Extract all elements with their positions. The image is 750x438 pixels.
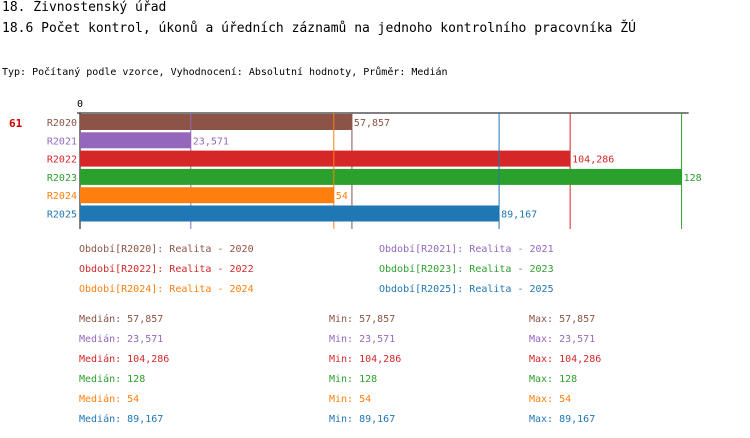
legend-item: Období[R2021]: Realita - 2021 xyxy=(379,244,554,255)
legend-item: Období[R2025]: Realita - 2025 xyxy=(379,284,554,295)
stat-min: Min: 57,857 xyxy=(329,314,396,325)
stat-max: Max: 23,571 xyxy=(529,334,596,345)
stat-max: Max: 104,286 xyxy=(529,354,602,365)
stat-min: Min: 89,167 xyxy=(329,414,396,425)
chart-description: Typ: Počítaný podle vzorce, Vyhodnocení:… xyxy=(2,67,448,78)
legend-item: Období[R2022]: Realita - 2022 xyxy=(79,264,254,275)
category-label: R2025 xyxy=(47,210,77,221)
stat-median: Medián: 57,857 xyxy=(79,314,164,325)
stat-max: Max: 57,857 xyxy=(529,314,596,325)
bar xyxy=(80,168,682,185)
page-title: 18. Živnostenský úřad xyxy=(2,0,167,15)
stat-max: Max: 128 xyxy=(529,374,578,385)
stat-max: Max: 54 xyxy=(529,394,572,405)
category-label: R2023 xyxy=(47,173,77,184)
category-label: R2022 xyxy=(47,155,77,166)
stat-min: Min: 104,286 xyxy=(329,354,402,365)
stat-median: Medián: 128 xyxy=(79,374,146,385)
data-label: 89,167 xyxy=(501,210,537,221)
x-tick-label: 0 xyxy=(77,99,83,110)
stat-median: Medián: 89,167 xyxy=(79,414,164,425)
data-label: 23,571 xyxy=(193,136,229,147)
bar xyxy=(80,114,352,130)
bar xyxy=(80,132,191,149)
stat-min: Min: 54 xyxy=(329,394,372,405)
stat-median: Medián: 54 xyxy=(79,394,140,405)
category-label: R2021 xyxy=(47,136,77,147)
stat-min: Min: 128 xyxy=(329,374,378,385)
stat-median: Medián: 104,286 xyxy=(79,354,170,365)
data-label: 104,286 xyxy=(572,155,614,166)
data-label: 57,857 xyxy=(354,118,390,129)
legend-item: Období[R2023]: Realita - 2023 xyxy=(379,264,554,275)
bar xyxy=(80,187,334,204)
legend-item: Období[R2024]: Realita - 2024 xyxy=(79,284,254,295)
stat-median: Medián: 23,571 xyxy=(79,334,164,345)
chart-title: 18.6 Počet kontrol, úkonů a úředních záz… xyxy=(2,21,636,36)
legend-item: Období[R2020]: Realita - 2020 xyxy=(79,244,254,255)
stat-max: Max: 89,167 xyxy=(529,414,596,425)
category-label: R2024 xyxy=(47,191,77,202)
data-label: 54 xyxy=(336,191,348,202)
category-label: R2020 xyxy=(47,118,77,129)
row-label: 61 xyxy=(9,117,23,130)
bar xyxy=(80,205,500,222)
data-label: 128 xyxy=(684,173,702,184)
stat-min: Min: 23,571 xyxy=(329,334,396,345)
bar xyxy=(80,150,571,167)
